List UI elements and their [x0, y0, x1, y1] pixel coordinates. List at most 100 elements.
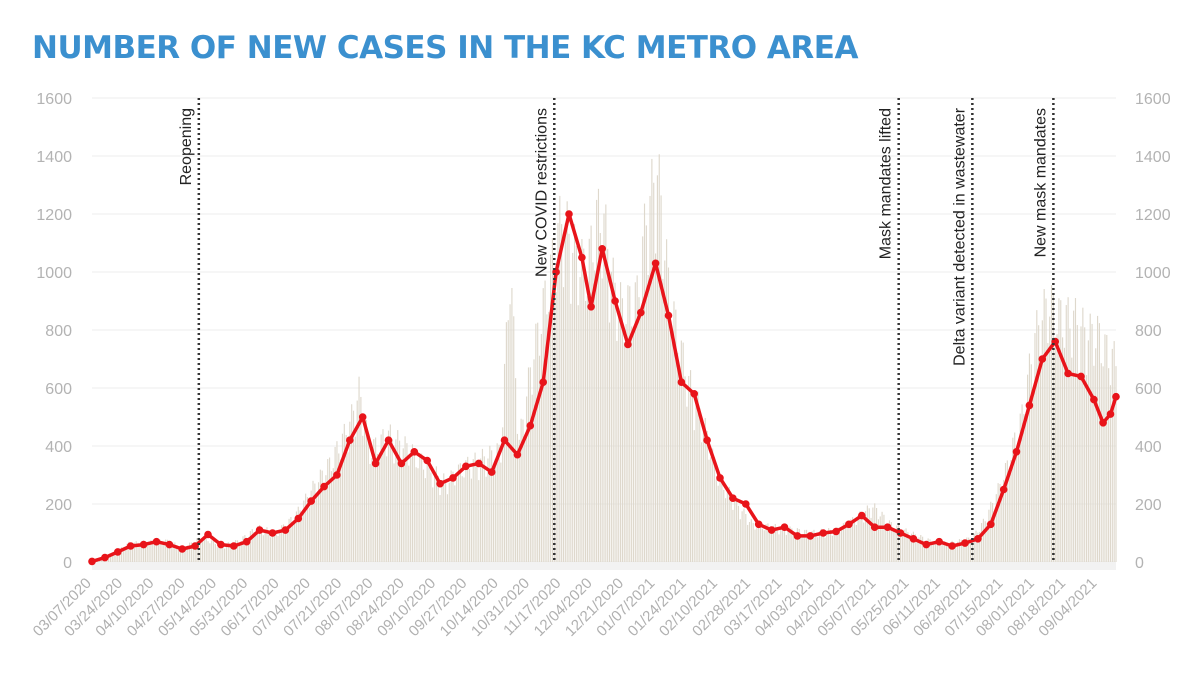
daily-bar: [292, 521, 294, 562]
daily-bar: [166, 539, 169, 562]
daily-bar: [216, 547, 218, 562]
daily-bar: [923, 541, 926, 562]
daily-bar: [620, 282, 622, 562]
daily-bar: [489, 445, 491, 562]
average-line-point: [1099, 419, 1107, 427]
average-line-point: [1106, 410, 1115, 418]
daily-bar: [632, 327, 635, 562]
daily-bar: [209, 543, 211, 562]
daily-bar: [273, 529, 275, 562]
daily-bar: [794, 532, 797, 562]
daily-bar: [218, 544, 220, 562]
daily-bar: [238, 543, 240, 562]
daily-bar: [295, 511, 297, 562]
daily-bar: [281, 525, 283, 562]
daily-bar: [395, 439, 397, 562]
average-line-point: [767, 526, 776, 534]
daily-bar: [555, 292, 557, 562]
daily-bar: [150, 540, 152, 562]
daily-bar: [955, 545, 957, 562]
average-line-point: [384, 436, 393, 445]
daily-bar: [874, 503, 876, 562]
daily-bar: [618, 308, 620, 562]
average-line-point: [423, 456, 432, 465]
daily-bar: [949, 542, 951, 562]
daily-bar: [566, 201, 568, 562]
daily-bar: [868, 508, 870, 562]
daily-bar: [249, 531, 251, 562]
daily-bar: [752, 522, 754, 562]
daily-bar: [708, 459, 710, 562]
daily-bar: [174, 542, 176, 562]
y-tick-label-left: 1200: [36, 207, 72, 224]
daily-bar: [503, 363, 506, 562]
daily-bar: [800, 534, 802, 562]
average-line-point: [677, 378, 686, 387]
average-line-point: [526, 421, 535, 430]
daily-bar: [627, 285, 629, 562]
daily-bar: [789, 526, 791, 562]
y-tick-label-left: 800: [45, 323, 72, 340]
daily-bar: [642, 236, 644, 562]
daily-bar: [317, 482, 320, 562]
daily-bar: [759, 523, 762, 562]
daily-bar: [378, 456, 380, 562]
average-line-point: [204, 530, 212, 539]
daily-bar: [776, 527, 778, 562]
daily-bar: [771, 532, 773, 562]
daily-bar: [947, 546, 949, 562]
daily-bar: [999, 483, 1001, 562]
average-line-point: [255, 526, 264, 534]
daily-bar: [982, 518, 984, 562]
daily-bar: [548, 311, 550, 562]
daily-bar: [848, 527, 850, 562]
daily-bar: [861, 515, 863, 562]
y-tick-label-right: 1200: [1135, 207, 1171, 224]
daily-bar: [183, 547, 185, 562]
daily-bar: [879, 516, 881, 562]
daily-bar: [391, 438, 393, 562]
average-line-point: [217, 540, 225, 549]
daily-bar: [516, 433, 519, 562]
daily-bar: [581, 239, 583, 562]
daily-bar: [883, 514, 885, 562]
daily-bar: [890, 522, 892, 562]
daily-bar: [457, 464, 460, 562]
daily-bar: [290, 517, 292, 562]
daily-bar: [550, 254, 552, 562]
daily-bar: [909, 539, 911, 562]
daily-bar: [338, 453, 340, 562]
daily-bar: [148, 542, 150, 562]
daily-bar: [922, 536, 924, 562]
daily-bar: [1093, 365, 1095, 562]
daily-bar: [876, 508, 878, 562]
daily-bar: [980, 522, 983, 562]
daily-bar: [647, 274, 649, 562]
daily-bar: [461, 476, 463, 562]
daily-bar: [724, 498, 727, 562]
daily-bar: [141, 542, 143, 562]
daily-bar: [286, 526, 288, 562]
daily-bar: [623, 342, 625, 562]
daily-bar: [1047, 343, 1049, 562]
daily-bar: [259, 525, 261, 562]
daily-bar: [859, 511, 861, 562]
annotation-label: New COVID restrictions: [533, 108, 550, 277]
daily-cases-bars: [91, 154, 1117, 563]
average-line-point: [294, 514, 303, 523]
daily-bar: [502, 427, 504, 562]
daily-bar: [257, 526, 259, 562]
daily-bar: [962, 543, 964, 562]
daily-bar: [419, 453, 421, 562]
daily-bar: [951, 540, 953, 562]
daily-bar: [170, 545, 172, 562]
daily-bar: [1106, 334, 1108, 562]
daily-bar: [680, 340, 682, 562]
daily-bar: [415, 467, 417, 562]
daily-bar: [441, 479, 443, 562]
daily-bar: [301, 514, 303, 562]
daily-bar: [130, 543, 132, 562]
daily-bar: [432, 487, 434, 562]
y-tick-label-left: 1400: [36, 149, 72, 166]
daily-bar: [135, 541, 137, 562]
